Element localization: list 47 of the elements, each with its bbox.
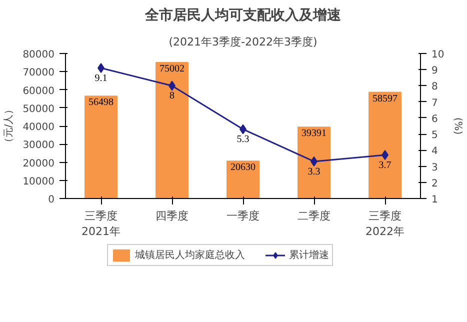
y-tick-label: 70000 (22, 68, 54, 79)
y-tick-label: 0 (48, 194, 55, 206)
y-tick-label: 10000 (22, 176, 54, 188)
point (98, 63, 104, 73)
y-tick-label: 40000 (22, 122, 54, 133)
data-label: 9.1 (94, 73, 108, 84)
y-tick-label: 60000 (22, 86, 54, 97)
y-tick-label: 80000 (22, 50, 54, 60)
y2-tick-label: 8 (432, 82, 438, 93)
chart-title: 全市居民人均可支配收入及增速 (144, 6, 342, 24)
bar (156, 62, 188, 198)
data-label: 3.7 (378, 160, 392, 171)
chart-subtitle: (2021年3季度-2022年3季度) (168, 36, 318, 48)
data-label: 58597 (372, 93, 398, 104)
y2-tick-label: 3 (432, 162, 438, 174)
y-tick-label: 50000 (22, 104, 54, 115)
y2-tick-label: 4 (432, 146, 438, 158)
y2-tick-label: 6 (432, 114, 438, 125)
y2-tick-label: 2 (432, 178, 438, 190)
data-label: 20630 (230, 162, 256, 174)
y2-tick-label: 7 (432, 98, 438, 109)
y2-tick-label: 5 (432, 130, 438, 142)
data-label: 8 (170, 90, 174, 102)
bar (368, 92, 402, 198)
legend-label: 累计增速 (289, 248, 329, 262)
x-tick-label: 四季度 (156, 210, 188, 222)
y-axis-title: （元/人） (4, 104, 15, 148)
y2-tick-label: 10 (432, 50, 444, 60)
data-label: 75002 (160, 64, 184, 75)
y-tick-label: 20000 (22, 158, 54, 170)
data-label: 39391 (302, 128, 326, 140)
x-tick-label: 二季度 (298, 210, 330, 222)
legend-label: 城镇居民人均家庭总收入 (135, 248, 245, 262)
data-label: 56498 (88, 97, 114, 108)
data-label: 5.3 (236, 134, 250, 146)
bar (298, 126, 330, 198)
y2-tick-label: 9 (432, 66, 438, 77)
y2-tick-label: 1 (432, 194, 438, 206)
point (382, 150, 388, 160)
y2-axis-title: (%) (452, 117, 464, 135)
x-tick-label: 三季度 2022年 (366, 210, 405, 238)
x-tick-label: 三季度 2021年 (82, 210, 121, 238)
y-tick-label: 30000 (22, 140, 54, 152)
x-tick-label: 一季度 (226, 210, 260, 222)
data-label: 3.3 (308, 166, 320, 178)
bar (226, 160, 260, 198)
bar (84, 96, 118, 198)
